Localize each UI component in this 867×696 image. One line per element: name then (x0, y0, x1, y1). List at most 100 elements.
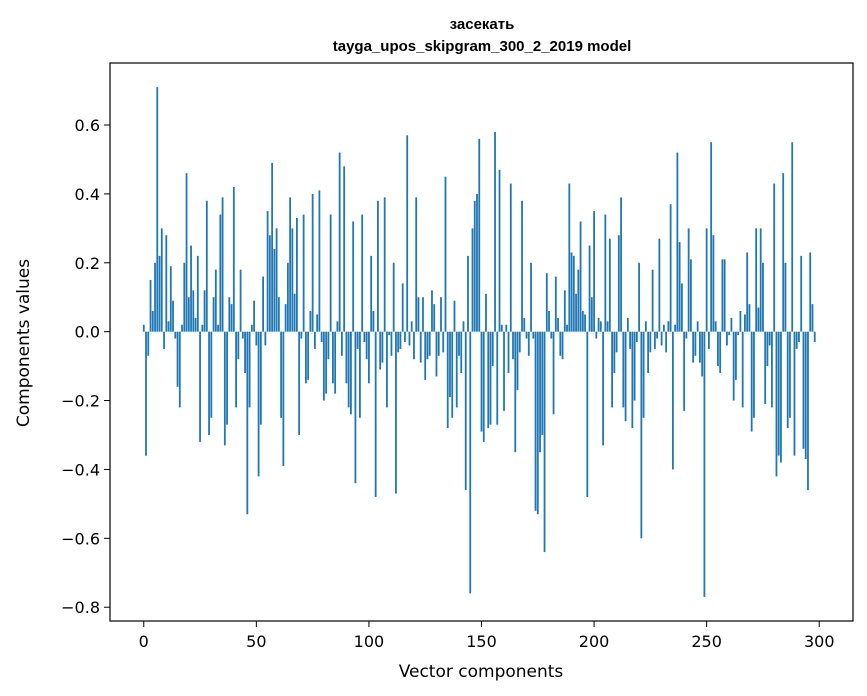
bar-108 (386, 331, 388, 408)
bar-220 (638, 262, 641, 332)
bar-92 (350, 331, 352, 415)
bar-271 (753, 331, 755, 418)
bar-0 (142, 324, 145, 332)
bar-218 (633, 331, 636, 401)
bar-233 (667, 321, 670, 332)
bar-139 (455, 331, 458, 408)
bar-143 (464, 331, 467, 491)
bar-119 (410, 321, 413, 332)
bar-229 (658, 238, 661, 332)
bar-116 (404, 331, 406, 342)
bar-198 (588, 245, 591, 332)
bar-182 (552, 331, 555, 415)
bar-183 (554, 276, 557, 332)
bar-111 (392, 262, 395, 332)
bar-60 (277, 297, 280, 332)
bar-266 (741, 331, 744, 408)
bar-81 (325, 331, 328, 394)
bar-47 (248, 331, 251, 408)
bar-65 (289, 197, 292, 332)
bar-128 (431, 290, 433, 332)
bar-195 (581, 311, 584, 332)
bar-231 (662, 324, 665, 332)
y-tick-label-3: −0.2 (61, 392, 100, 411)
y-tick-label-2: −0.4 (61, 460, 100, 479)
bar-58 (273, 249, 276, 332)
bar-36 (223, 331, 226, 446)
bar-181 (550, 331, 553, 339)
bar-77 (316, 314, 319, 332)
bar-226 (651, 269, 654, 332)
bar-44 (241, 331, 244, 339)
bar-110 (390, 331, 393, 356)
x-tick-label-250: 250 (691, 632, 722, 651)
bar-264 (737, 331, 740, 336)
bar-177 (541, 331, 544, 435)
bar-263 (735, 331, 737, 380)
bar-4 (151, 311, 154, 332)
bar-134 (444, 176, 447, 332)
bar-252 (710, 142, 713, 332)
bar-73 (307, 331, 310, 380)
bar-5 (154, 262, 156, 332)
bar-142 (462, 321, 465, 332)
bar-282 (777, 331, 780, 456)
bar-3 (149, 280, 152, 332)
bar-89 (343, 166, 346, 332)
bar-95 (356, 331, 359, 349)
bar-42 (237, 331, 240, 360)
bar-26 (201, 324, 204, 332)
bar-261 (730, 317, 733, 332)
y-tick-label-7: 0.6 (75, 116, 100, 135)
bar-109 (388, 331, 391, 336)
y-tick-label-6: 0.4 (75, 185, 100, 204)
bar-35 (221, 197, 224, 332)
bar-94 (354, 331, 357, 484)
bar-176 (539, 331, 541, 453)
bar-190 (570, 252, 573, 332)
bar-32 (214, 269, 217, 332)
bar-160 (503, 331, 505, 411)
bar-7 (158, 255, 161, 332)
bar-259 (726, 331, 728, 346)
bar-170 (525, 331, 528, 339)
bar-55 (266, 211, 269, 332)
bar-239 (680, 283, 683, 332)
bar-161 (505, 324, 508, 332)
bar-10 (165, 235, 168, 332)
bar-167 (518, 331, 521, 353)
bar-86 (336, 321, 339, 332)
bar-148 (476, 193, 478, 332)
bars-group (142, 87, 816, 597)
bar-186 (561, 331, 564, 360)
bar-224 (647, 331, 650, 373)
bar-8 (160, 228, 163, 332)
bar-99 (365, 331, 368, 360)
bar-100 (368, 331, 370, 384)
bar-279 (771, 331, 773, 408)
bar-250 (705, 228, 708, 332)
bar-247 (699, 331, 701, 363)
y-axis-ticks: −0.8 −0.6 −0.4 −0.2 0.0 0.2 0.4 0.6 (61, 116, 110, 617)
bar-22 (192, 290, 195, 332)
bar-113 (397, 331, 400, 353)
bar-149 (478, 138, 481, 332)
x-axis-ticks: 0 50 100 150 200 250 300 (139, 621, 835, 651)
x-tick-label-300: 300 (804, 632, 835, 651)
bar-235 (671, 331, 674, 470)
bar-63 (284, 304, 287, 332)
chart-title-line-1: засекать (450, 16, 515, 33)
bar-2 (147, 331, 150, 356)
bar-52 (259, 331, 262, 425)
bar-34 (219, 214, 222, 332)
bar-165 (514, 331, 517, 453)
bar-43 (239, 269, 242, 332)
bar-275 (762, 262, 764, 332)
bar-200 (593, 211, 595, 332)
bar-18 (183, 262, 186, 332)
bar-262 (732, 331, 735, 401)
bar-240 (683, 331, 686, 411)
bar-236 (674, 324, 677, 332)
y-tick-label-5: 0.2 (75, 254, 100, 273)
